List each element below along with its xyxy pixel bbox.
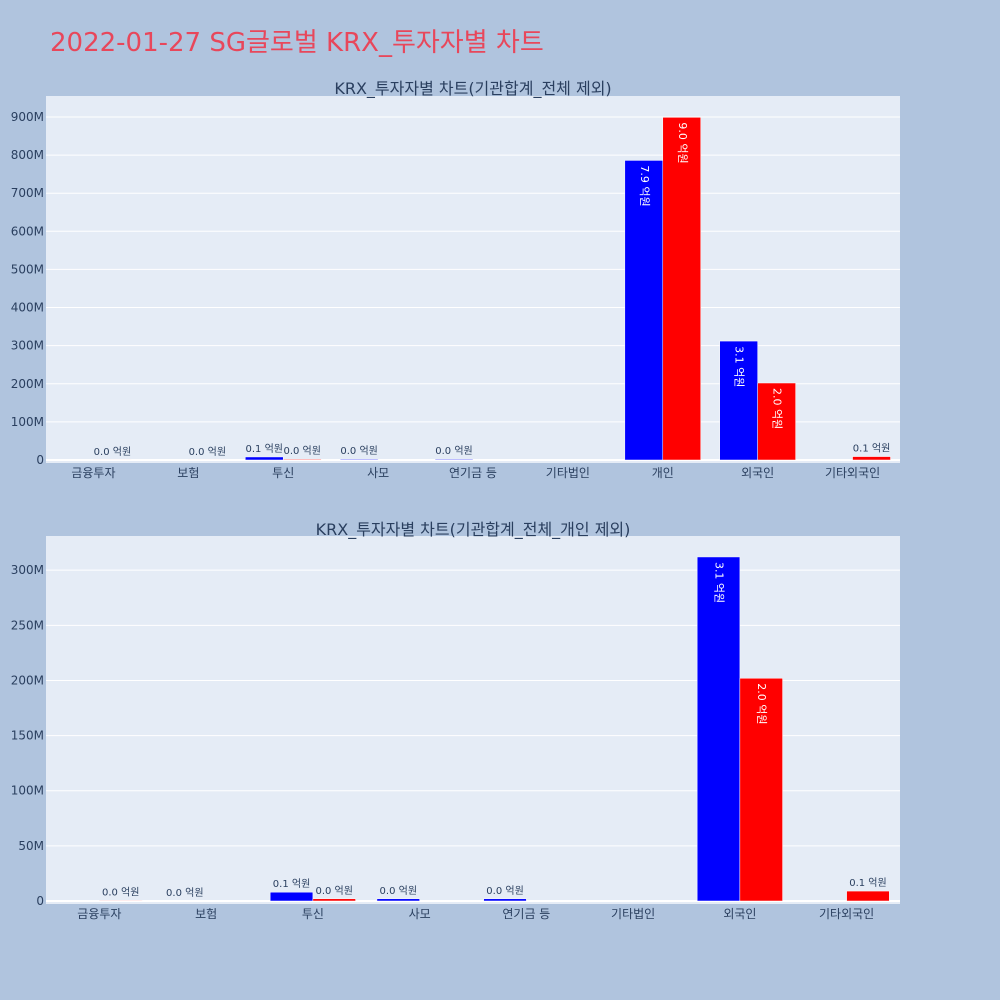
x-tick-label: 사모 (367, 466, 389, 480)
bar (696, 556, 741, 902)
data-label: 0.1 억원 (246, 443, 283, 455)
y-tick-label: 100M (11, 784, 44, 798)
data-label: 0.0 억원 (102, 886, 139, 898)
x-tick-label: 금융투자 (71, 466, 115, 480)
investor-chart-all: KRX_투자자별 차트(기관합계_전체 제외) 0 100M 200M 300M 400M… (11, 79, 900, 480)
data-label: 3.1 억원 (713, 562, 726, 603)
y-tick-label: 0 (36, 453, 44, 467)
data-label: 0.0 억원 (189, 446, 226, 458)
data-label: 2.0 억원 (771, 388, 784, 429)
x-tick-label: 투신 (272, 466, 294, 480)
bar (739, 678, 783, 902)
y-tick-label: 400M (11, 301, 44, 315)
x-tick-label: 연기금 등 (502, 907, 550, 921)
x-tick-label: 기타외국인 (819, 907, 874, 921)
y-tick-label: 0 (36, 894, 44, 908)
data-label: 3.1 억원 (733, 346, 746, 387)
y-tick-label: 150M (11, 729, 44, 743)
bar (245, 456, 284, 461)
data-label: 2.0 억원 (755, 683, 768, 724)
data-label: 0.1 억원 (273, 878, 310, 890)
y-tick-label: 100M (11, 415, 44, 429)
bar (852, 456, 891, 461)
data-label: 0.0 억원 (283, 445, 320, 457)
chart-title: KRX_투자자별 차트(기관합계_전체 제외) (334, 79, 611, 99)
y-tick-label: 50M (18, 839, 44, 853)
bar (282, 458, 322, 461)
y-tick-label: 200M (11, 673, 44, 687)
x-tick-label: 기타외국인 (825, 466, 880, 480)
data-label: 0.0 억원 (380, 885, 417, 897)
y-tick-label: 800M (11, 148, 44, 162)
x-tick-label: 기타법인 (611, 907, 655, 921)
y-tick-label: 300M (11, 563, 44, 577)
bar (376, 898, 420, 902)
bar (312, 898, 356, 902)
y-tick-label: 900M (11, 110, 44, 124)
data-label: 0.0 억원 (94, 446, 131, 458)
data-label: 0.0 억원 (166, 887, 203, 899)
page-title: 2022-01-27 SG글로벌 KRX_투자자별 차트 (50, 28, 544, 58)
x-tick-label: 연기금 등 (449, 466, 497, 480)
bar (434, 458, 474, 461)
bar (339, 458, 379, 461)
data-label: 7.9 억원 (638, 165, 651, 206)
bar (662, 117, 701, 461)
x-tick-label: 보험 (177, 466, 199, 480)
bar (846, 890, 890, 902)
data-label: 0.0 억원 (315, 885, 352, 897)
x-tick-label: 기타법인 (546, 466, 590, 480)
bar (757, 382, 796, 461)
data-label: 0.0 억원 (435, 445, 472, 457)
x-tick-label: 사모 (409, 907, 431, 921)
y-tick-label: 200M (11, 377, 44, 391)
x-tick-label: 투신 (302, 907, 324, 921)
y-tick-label: 600M (11, 224, 44, 238)
bar (269, 891, 314, 902)
data-label: 0.1 억원 (849, 877, 886, 889)
chart-title: KRX_투자자별 차트(기관합계_전체_개인 제외) (316, 520, 631, 540)
x-tick-label: 보험 (195, 907, 217, 921)
bar (483, 898, 527, 902)
x-tick-label: 개인 (652, 466, 674, 480)
y-tick-label: 500M (11, 262, 44, 276)
x-tick-label: 외국인 (723, 907, 756, 921)
y-tick-label: 300M (11, 339, 44, 353)
y-tick-label: 700M (11, 186, 44, 200)
x-tick-label: 외국인 (741, 466, 774, 480)
data-label: 0.1 억원 (853, 443, 890, 455)
x-tick-label: 금융투자 (77, 907, 121, 921)
data-label: 9.0 억원 (676, 122, 689, 163)
data-label: 0.0 억원 (486, 885, 523, 897)
y-tick-label: 250M (11, 618, 44, 632)
bar (719, 340, 758, 461)
bar (99, 900, 143, 902)
data-label: 0.0 억원 (340, 445, 377, 457)
